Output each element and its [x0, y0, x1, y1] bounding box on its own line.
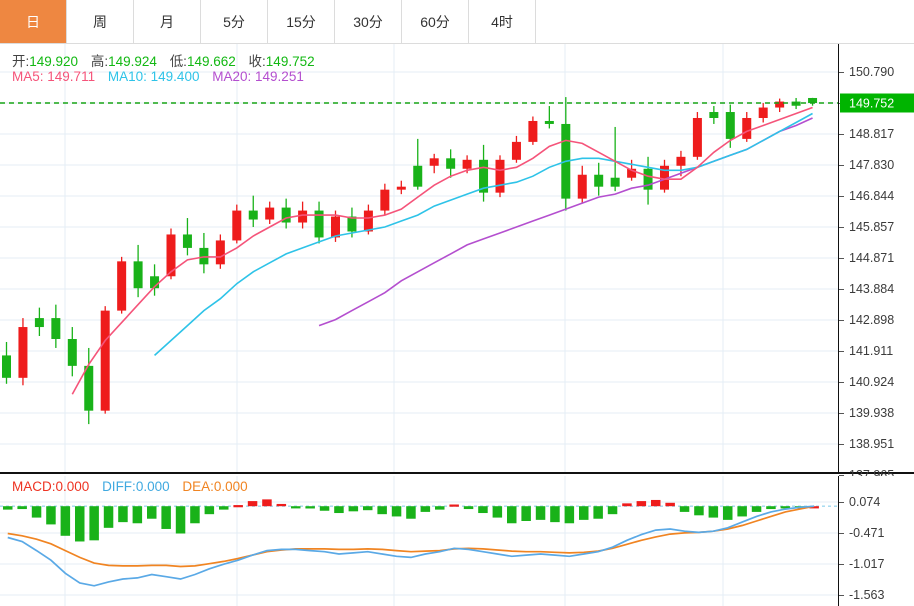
current-price-badge: 149.752	[840, 93, 914, 113]
price-axis: 150.790 149.752 148.817 147.830 146.844 145.8…	[838, 44, 914, 482]
tab-label: 5分	[223, 13, 245, 30]
axis-tick	[839, 196, 844, 197]
macd-axis-label: -1.563	[849, 588, 885, 602]
macd-axis-label: -0.471	[849, 526, 885, 540]
tab-7[interactable]: 4时	[469, 0, 536, 43]
price-axis-label: 140.924	[849, 375, 895, 389]
macd-axis-label: 0.074	[849, 495, 881, 509]
tab-label: 4时	[491, 13, 513, 30]
price-axis-label: 147.830	[849, 158, 895, 172]
price-axis-label: 138.951	[849, 437, 895, 451]
tab-0[interactable]: 日	[0, 0, 67, 43]
axis-tick	[839, 564, 844, 565]
price-axis-label: 143.884	[849, 282, 895, 296]
tab-3[interactable]: 5分	[201, 0, 268, 43]
price-axis-label: 144.871	[849, 251, 895, 265]
price-axis-label: 150.790	[849, 65, 895, 79]
axis-tick	[839, 320, 844, 321]
tab-label: 月	[160, 13, 174, 30]
tabbar-empty-area	[536, 0, 914, 43]
axis-tick	[839, 444, 844, 445]
macd-axis-label: -1.017	[849, 557, 885, 571]
tab-label: 周	[93, 13, 107, 30]
axis-tick	[839, 72, 844, 73]
axis-tick	[839, 134, 844, 135]
candlestick-svg	[0, 44, 838, 472]
tab-label: 30分	[353, 13, 383, 30]
tab-label: 15分	[286, 13, 316, 30]
tab-4[interactable]: 15分	[268, 0, 335, 43]
tab-label: 60分	[420, 13, 450, 30]
tab-1[interactable]: 周	[67, 0, 134, 43]
price-axis-label: 148.817	[849, 127, 895, 141]
price-axis-label: 146.844	[849, 189, 895, 203]
axis-tick	[839, 413, 844, 414]
macd-axis: 0.074 -0.471 -1.017 -1.563	[838, 476, 914, 606]
tab-2[interactable]: 月	[134, 0, 201, 43]
axis-tick	[839, 475, 844, 476]
price-axis-label: 139.938	[849, 406, 895, 420]
macd-chart-panel[interactable]	[0, 476, 838, 606]
axis-tick	[839, 533, 844, 534]
price-axis-label: 145.857	[849, 220, 895, 234]
price-axis-label: 141.911	[849, 344, 894, 358]
axis-tick	[839, 227, 844, 228]
axis-tick	[839, 351, 844, 352]
tab-5[interactable]: 30分	[335, 0, 402, 43]
tab-label: 日	[26, 13, 40, 30]
axis-tick	[839, 165, 844, 166]
macd-svg	[0, 476, 838, 606]
axis-tick	[839, 502, 844, 503]
price-chart-panel[interactable]	[0, 44, 838, 474]
axis-tick	[839, 382, 844, 383]
axis-tick	[839, 289, 844, 290]
price-axis-label: 142.898	[849, 313, 895, 327]
axis-tick	[839, 595, 844, 596]
axis-tick	[839, 258, 844, 259]
timeframe-tabbar: 日 周 月 5分 15分 30分 60分 4时	[0, 0, 914, 44]
tab-6[interactable]: 60分	[402, 0, 469, 43]
